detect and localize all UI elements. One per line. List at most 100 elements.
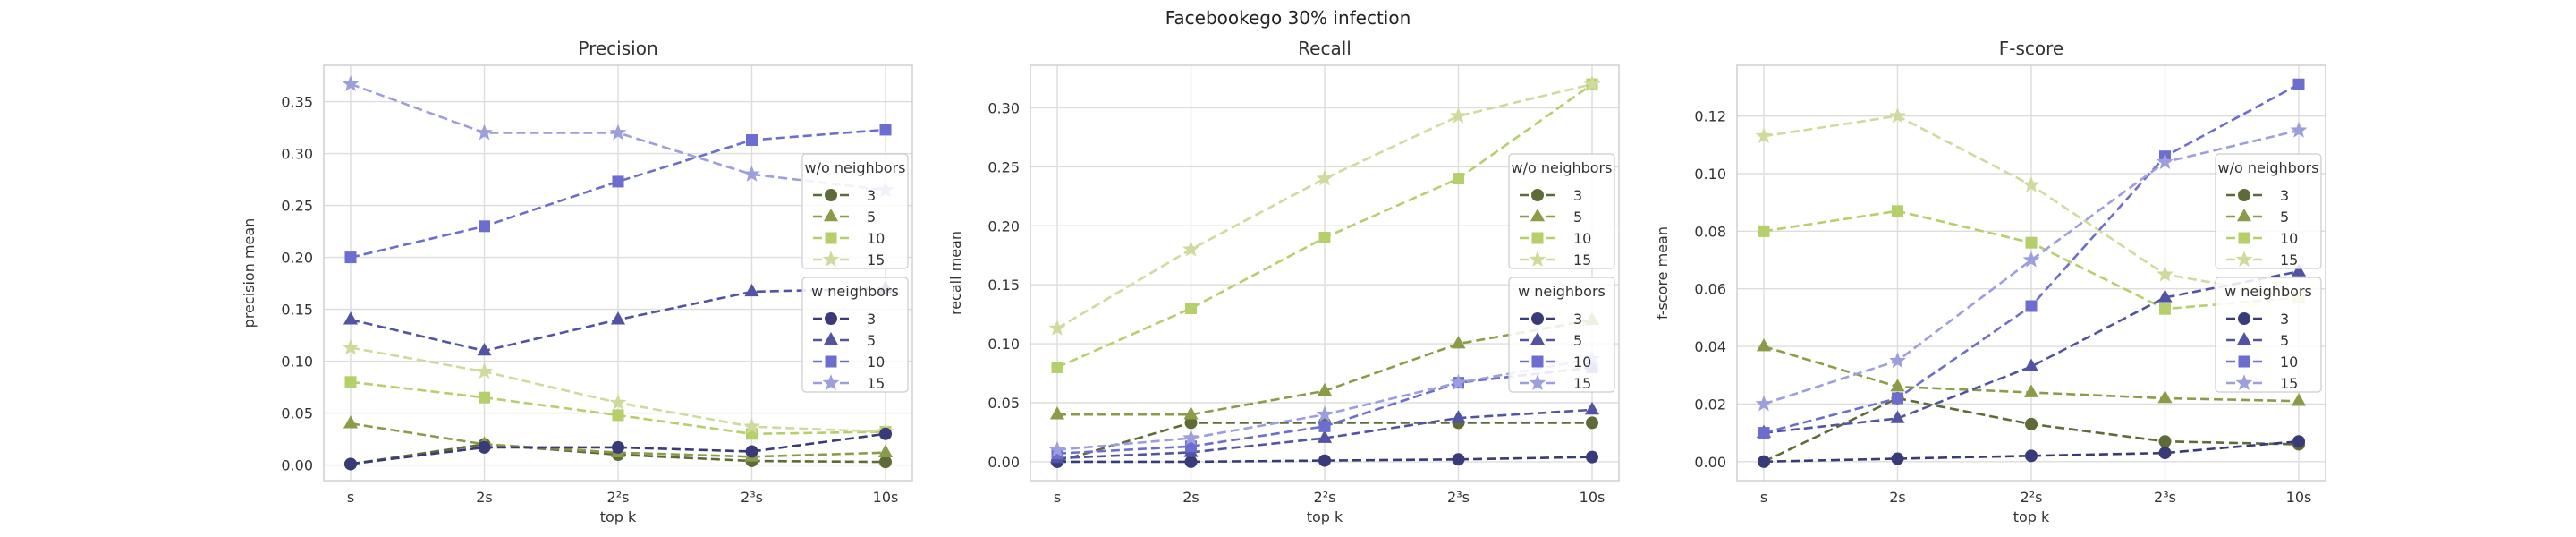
data-point bbox=[1756, 338, 1772, 352]
series-wo-neighbors-5 bbox=[1756, 338, 2307, 406]
legend-entry: 3 bbox=[2226, 187, 2289, 204]
x-tick-label: 10s bbox=[2286, 489, 2312, 506]
legend-label: 10 bbox=[867, 230, 885, 247]
legend-w-neighbors: w neighbors 3 5 10 15 bbox=[801, 277, 909, 393]
data-point bbox=[1890, 410, 1905, 423]
series-wo-neighbors-10 bbox=[1758, 205, 2305, 315]
y-tick-label: 0.20 bbox=[987, 217, 1020, 234]
legend-marker bbox=[2235, 374, 2253, 391]
data-point bbox=[2022, 175, 2040, 192]
data-point bbox=[342, 338, 360, 355]
legend-marker bbox=[825, 189, 837, 201]
subplot-title: Recall bbox=[1298, 38, 1352, 59]
legend-label: 10 bbox=[1573, 230, 1591, 247]
data-point bbox=[879, 427, 892, 440]
data-point bbox=[1758, 427, 1770, 439]
series-w-neighbors-3 bbox=[344, 427, 892, 471]
data-point bbox=[746, 134, 758, 147]
data-point bbox=[1051, 361, 1063, 373]
data-point bbox=[1182, 240, 1199, 257]
plot-frame bbox=[1030, 64, 1620, 482]
data-point bbox=[879, 456, 892, 469]
x-axis-label: top k bbox=[1307, 508, 1343, 525]
data-point bbox=[1892, 205, 1903, 217]
legend-label: 5 bbox=[867, 209, 876, 226]
x-tick-label: 10s bbox=[1580, 489, 1606, 506]
y-axis-label: precision mean bbox=[241, 218, 258, 328]
data-point bbox=[2292, 78, 2305, 90]
legend-label: 3 bbox=[1573, 311, 1582, 328]
series-wo-neighbors-15 bbox=[1048, 75, 1601, 336]
data-point bbox=[1892, 392, 1903, 405]
data-point bbox=[344, 457, 357, 471]
legend-marker bbox=[822, 374, 840, 391]
x-tick-label: s bbox=[1054, 489, 1061, 506]
y-tick-label: 0.00 bbox=[987, 454, 1020, 471]
data-point bbox=[1584, 401, 1600, 415]
series-line bbox=[1056, 408, 1593, 460]
legend-marker bbox=[1530, 208, 1546, 222]
legend-title: w neighbors bbox=[811, 283, 899, 300]
data-point bbox=[1758, 455, 1770, 468]
legend-marker bbox=[1529, 374, 1546, 391]
subplot-title: F-score bbox=[1999, 38, 2063, 59]
data-point bbox=[609, 394, 627, 411]
legend-marker bbox=[2236, 208, 2252, 222]
legend-entry: 15 bbox=[1520, 374, 1591, 392]
series-w-neighbors-10 bbox=[344, 124, 892, 264]
data-point bbox=[1183, 406, 1199, 420]
legend-entry: 3 bbox=[813, 187, 876, 204]
data-point bbox=[477, 342, 492, 356]
y-tick-label: 0.30 bbox=[987, 99, 1020, 116]
subplot-precision: 0.00 0.05 0.10 0.15 0.20 0.25 0.30 0.35 s 2s 2²s 2³… bbox=[241, 38, 913, 525]
y-tick-label: 0.05 bbox=[281, 405, 313, 422]
subplot-f-score: 0.00 0.02 0.04 0.06 0.08 0.10 0.12 s 2s 2²s 2³s 10s… bbox=[1654, 38, 2326, 525]
legend-label: 3 bbox=[867, 311, 876, 328]
data-point bbox=[1450, 107, 1467, 124]
data-point bbox=[2291, 263, 2307, 277]
y-tick-label: 0.04 bbox=[1694, 338, 1726, 355]
legend-title: w/o neighbors bbox=[805, 159, 906, 176]
x-axis-label: top k bbox=[600, 508, 637, 525]
legend-entry: 15 bbox=[813, 251, 885, 268]
data-point bbox=[1450, 373, 1467, 390]
data-point bbox=[1317, 430, 1333, 443]
x-axis-label: top k bbox=[2013, 508, 2050, 525]
data-point bbox=[2157, 389, 2173, 404]
data-point bbox=[1048, 320, 1066, 336]
data-point bbox=[2022, 251, 2040, 268]
data-point bbox=[1453, 173, 1464, 185]
series-line bbox=[1763, 270, 2300, 434]
series-line bbox=[350, 128, 886, 259]
data-point bbox=[2157, 265, 2174, 282]
y-tick-label: 0.35 bbox=[281, 94, 313, 111]
series-line bbox=[1056, 82, 1593, 330]
data-point bbox=[612, 409, 624, 422]
x-tick-label: 2²s bbox=[1314, 489, 1336, 506]
data-point bbox=[1755, 127, 1773, 144]
legend-entry: 5 bbox=[1520, 331, 1582, 349]
series-wo-neighbors-5 bbox=[1049, 311, 1600, 420]
legend-label: 3 bbox=[867, 187, 876, 204]
data-point bbox=[743, 165, 760, 182]
legend-label: 5 bbox=[2280, 209, 2289, 226]
legend-label: 15 bbox=[1573, 251, 1591, 268]
series-line bbox=[1763, 439, 2300, 464]
data-point bbox=[476, 362, 493, 379]
legend-entry: 5 bbox=[2226, 208, 2289, 226]
legend-entry: 10 bbox=[1520, 230, 1591, 247]
data-point bbox=[2158, 447, 2172, 460]
legend-marker bbox=[1531, 232, 1544, 244]
legend-entry: 10 bbox=[2226, 354, 2298, 371]
y-tick-label: 0.10 bbox=[281, 354, 313, 371]
data-point bbox=[612, 440, 624, 454]
legend-entry: 3 bbox=[813, 311, 876, 328]
legend-title: w neighbors bbox=[2224, 283, 2312, 300]
legend-entry: 5 bbox=[813, 331, 876, 349]
series-w-neighbors-3 bbox=[1758, 435, 2305, 468]
series-w-neighbors-10 bbox=[1758, 78, 2305, 439]
y-tick-label: 0.00 bbox=[281, 457, 313, 474]
legend-marker bbox=[1530, 331, 1546, 345]
data-point bbox=[1583, 75, 1601, 92]
